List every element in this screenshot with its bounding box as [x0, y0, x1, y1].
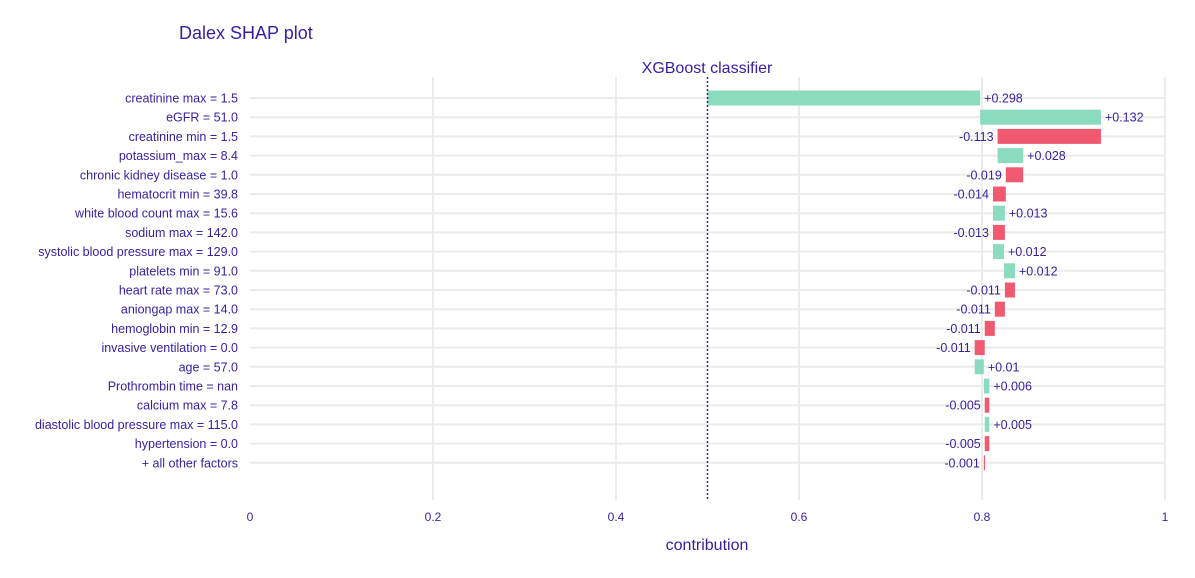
x-tick-label: 0.6	[791, 510, 808, 524]
category-label: diastolic blood pressure max = 115.0	[35, 418, 238, 432]
category-label: hemoglobin min = 12.9	[111, 322, 238, 336]
data-label: +0.01	[988, 360, 1020, 374]
data-label: +0.298	[984, 92, 1023, 106]
contribution-bar	[984, 320, 995, 336]
data-label: +0.005	[993, 418, 1032, 432]
data-label: +0.132	[1105, 111, 1144, 125]
axis-layer: 0 0.2 0.4 0.6 0.8 1	[247, 510, 1169, 524]
category-label: sodium max = 142.0	[125, 226, 238, 240]
category-label: + all other factors	[142, 456, 238, 470]
chart-title: Dalex SHAP plot	[179, 23, 313, 43]
data-label: -0.001	[944, 456, 979, 470]
contribution-bar	[992, 205, 1005, 221]
contribution-bar	[707, 90, 981, 106]
contribution-bar	[992, 186, 1006, 202]
category-label: systolic blood pressure max = 129.0	[38, 245, 238, 259]
x-tick-label: 0	[247, 510, 254, 524]
bars-layer	[707, 90, 1101, 471]
category-label: age = 57.0	[179, 360, 238, 374]
data-label: -0.019	[966, 168, 1001, 182]
contribution-bar	[983, 378, 990, 394]
category-label: creatinine max = 1.5	[125, 92, 238, 106]
x-tick-label: 0.8	[974, 510, 991, 524]
data-label: +0.013	[1009, 207, 1048, 221]
contribution-bar	[1003, 263, 1015, 279]
contribution-bar	[1005, 167, 1024, 183]
data-label: +0.028	[1027, 149, 1066, 163]
contribution-bar	[980, 109, 1101, 125]
category-label: invasive ventilation = 0.0	[101, 341, 238, 355]
category-label: white blood count max = 15.6	[74, 207, 238, 221]
contribution-bar	[997, 148, 1024, 164]
x-tick-label: 0.4	[608, 510, 625, 524]
category-label: hypertension = 0.0	[135, 437, 238, 451]
category-label: chronic kidney disease = 1.0	[80, 168, 238, 182]
data-label: -0.011	[946, 322, 981, 336]
category-label: hematocrit min = 39.8	[117, 188, 238, 202]
contribution-bar	[992, 224, 1005, 240]
category-label: Prothrombin time = nan	[108, 380, 238, 394]
x-tick-label: 0.2	[425, 510, 442, 524]
data-label: -0.014	[954, 188, 989, 202]
data-label: -0.011	[956, 303, 991, 317]
x-axis-title: contribution	[666, 537, 749, 554]
data-label: +0.012	[1019, 264, 1058, 278]
x-tick-label: 1	[1162, 510, 1169, 524]
data-label: +0.006	[993, 380, 1032, 394]
data-label: -0.013	[954, 226, 989, 240]
labels-layer: creatinine max = 1.5 +0.298 eGFR = 51.0 +0.…	[35, 92, 1144, 471]
contribution-bar	[983, 455, 986, 471]
category-label: creatinine min = 1.5	[129, 130, 238, 144]
contribution-bar	[992, 244, 1004, 260]
category-label: aniongap max = 14.0	[121, 303, 238, 317]
contribution-bar	[984, 397, 990, 413]
data-label: -0.011	[966, 284, 1001, 298]
contribution-bar	[974, 340, 985, 356]
data-label: -0.005	[945, 399, 980, 413]
data-label: -0.011	[936, 341, 971, 355]
data-label: -0.113	[959, 130, 994, 144]
category-label: calcium max = 7.8	[137, 399, 238, 413]
category-label: platelets min = 91.0	[129, 264, 238, 278]
category-label: eGFR = 51.0	[166, 111, 238, 125]
category-label: potassium_max = 8.4	[119, 149, 238, 163]
contribution-bar	[994, 301, 1005, 317]
contribution-bar	[974, 359, 984, 375]
chart-subtitle: XGBoost classifier	[642, 60, 773, 77]
contribution-bar	[997, 128, 1101, 144]
data-label: -0.005	[945, 437, 980, 451]
category-label: heart rate max = 73.0	[119, 284, 238, 298]
contribution-bar	[984, 436, 990, 452]
data-label: +0.012	[1008, 245, 1047, 259]
contribution-bar	[1004, 282, 1015, 298]
contribution-bar	[984, 416, 990, 432]
